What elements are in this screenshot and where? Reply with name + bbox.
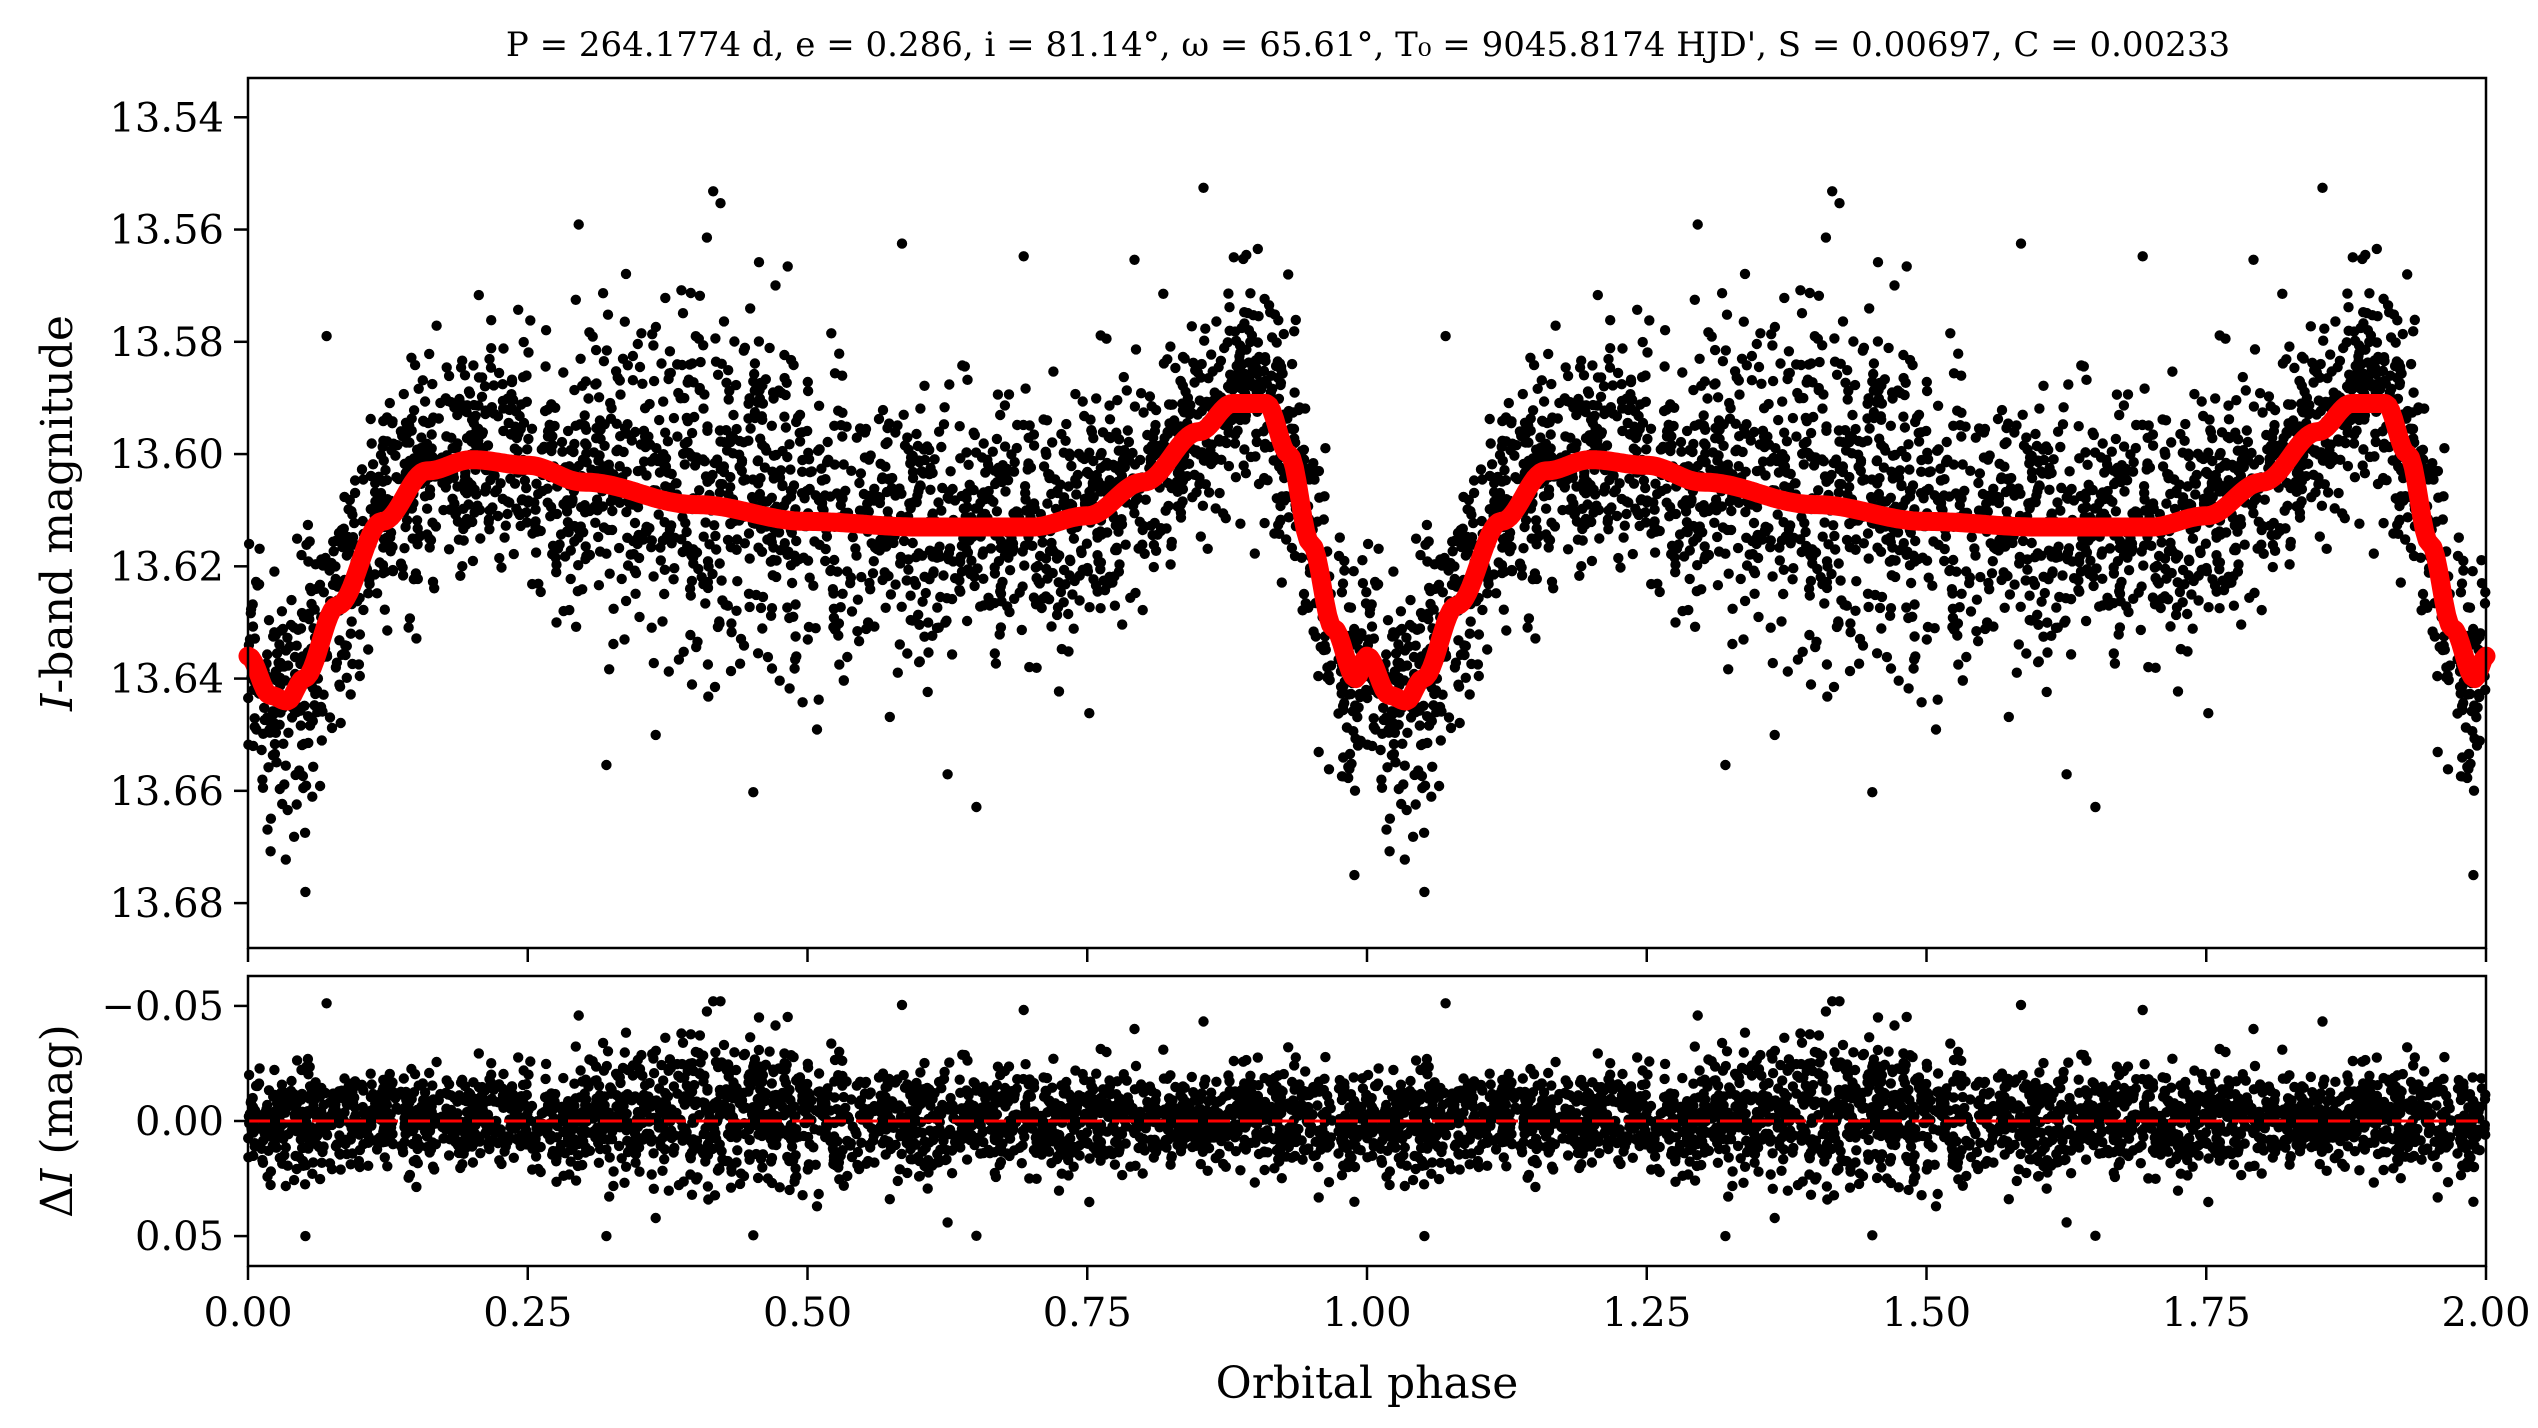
- x-tick-label: 2.00: [2441, 1290, 2530, 1336]
- x-tick-label: 0.25: [483, 1290, 572, 1336]
- x-tick-label: 0.50: [763, 1290, 852, 1336]
- x-tick-label: 1.75: [2162, 1290, 2251, 1336]
- x-tick-label: 1.25: [1602, 1290, 1691, 1336]
- bottom-y-tick-label: 0.05: [135, 1214, 224, 1260]
- x-tick-label: 1.00: [1322, 1290, 1411, 1336]
- bottom-panel: −0.05 0.00 0.05 0.00 0.25 0.50 0.75 1.00 1.25 1.…: [32, 974, 2531, 1336]
- top-y-ticks: 13.54 13.56 13.58 13.60 13.62 13.64 13.66 13.68: [109, 95, 248, 927]
- top-y-tick-label: 13.66: [109, 769, 224, 815]
- x-tick-label: 1.50: [1882, 1290, 1971, 1336]
- top-y-tick-label: 13.54: [109, 95, 224, 141]
- bottom-x-ticks: 0.00 0.25 0.50 0.75 1.00 1.25 1.50 1.75 2.00: [203, 1266, 2531, 1336]
- residual-points: [243, 996, 2491, 1242]
- x-axis-label: Orbital phase: [1216, 1358, 1519, 1409]
- bottom-y-ticks: −0.05 0.00 0.05: [101, 984, 248, 1260]
- top-x-ticks: [246, 948, 2488, 962]
- bottom-y-axis-label: ΔI (mag): [32, 1024, 83, 1218]
- top-y-tick-label: 13.68: [109, 881, 224, 927]
- top-y-tick-label: 13.56: [109, 208, 224, 254]
- top-panel: 13.54 13.56 13.58 13.60 13.62 13.64 13.66 13.68…: [32, 76, 2496, 962]
- bottom-y-tick-label: −0.05: [101, 984, 224, 1030]
- bottom-y-tick-label: 0.00: [135, 1099, 224, 1145]
- top-y-axis-label: I-band magnitude: [32, 315, 83, 712]
- model-curve: [238, 394, 2496, 711]
- top-y-tick-label: 13.64: [109, 657, 224, 703]
- x-tick-label: 0.75: [1043, 1290, 1132, 1336]
- top-y-tick-label: 13.62: [109, 544, 224, 590]
- chart-title: P = 264.1774 d, e = 0.286, i = 81.14°, ω…: [506, 25, 2230, 65]
- observation-markers: [243, 182, 2491, 898]
- x-tick-label: 0.00: [203, 1290, 292, 1336]
- top-y-tick-label: 13.60: [109, 432, 224, 478]
- top-observation-points: [243, 182, 2491, 898]
- top-y-tick-label: 13.58: [109, 320, 224, 366]
- residual-markers: [243, 996, 2491, 1242]
